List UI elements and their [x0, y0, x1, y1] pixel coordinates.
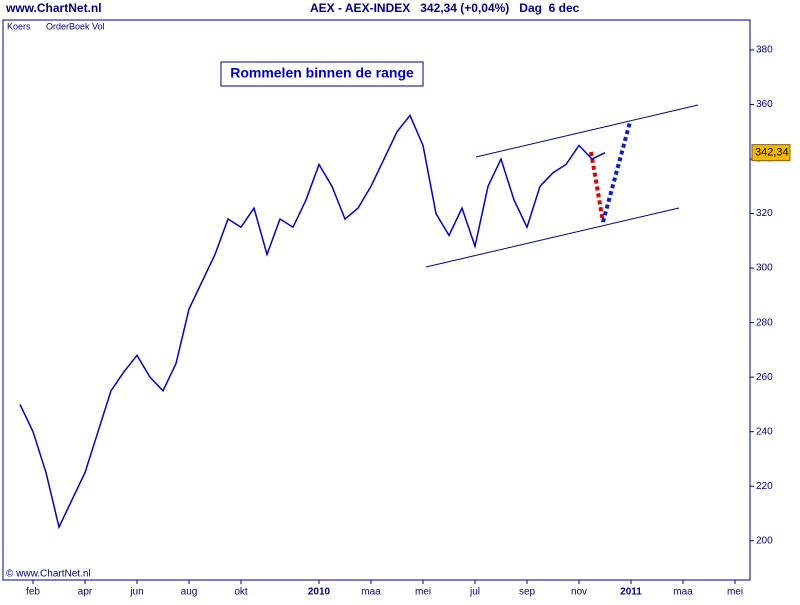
- x-tick-label: nov: [571, 587, 587, 598]
- x-tick-label: 2011: [620, 587, 642, 598]
- x-tick-label: aug: [181, 587, 198, 598]
- site: www.ChartNet.nl: [5, 1, 102, 15]
- y-tick-label: 200: [756, 535, 773, 546]
- last-price-box: [751, 144, 791, 162]
- arrow-down: [589, 151, 605, 223]
- y-tick-label: 240: [756, 426, 773, 437]
- y-tick-label: 320: [756, 208, 773, 219]
- x-tick-label: sep: [519, 587, 536, 598]
- price-line: [19, 113, 606, 530]
- copyright: © www.ChartNet.nl: [6, 569, 91, 580]
- y-tick-label: 280: [756, 317, 773, 328]
- x-tick-label: 2010: [308, 587, 331, 598]
- arrow-up: [601, 121, 632, 223]
- annotation: Rommelen binnen de range: [230, 65, 414, 81]
- x-tick-label: mei: [727, 587, 743, 598]
- x-tick-label: maa: [673, 587, 693, 598]
- header: AEX - AEX-INDEX 342,34 (+0,04%) Dag 6 de…: [310, 1, 580, 15]
- x-tick-label: jun: [129, 587, 143, 598]
- tab[interactable]: OrderBoek Vol: [46, 21, 105, 31]
- trend-line: [475, 104, 699, 158]
- y-tick-label: 220: [756, 481, 773, 492]
- x-tick-label: jul: [469, 587, 480, 598]
- x-tick-label: maa: [361, 587, 381, 598]
- trend-line: [425, 207, 680, 268]
- x-tick-label: apr: [78, 587, 93, 598]
- x-tick-label: mei: [415, 587, 431, 598]
- annotation-box: [220, 61, 424, 87]
- x-tick-label: feb: [26, 587, 40, 598]
- y-tick-label: 300: [756, 263, 773, 274]
- x-tick-label: okt: [234, 587, 248, 598]
- plot-frame: [2, 19, 751, 581]
- y-tick-label: 380: [756, 45, 773, 56]
- y-tick-label: 260: [756, 372, 773, 383]
- y-tick-label: 360: [756, 99, 773, 110]
- tab[interactable]: Koers: [7, 21, 31, 31]
- last-price-label: 342,34: [755, 147, 789, 159]
